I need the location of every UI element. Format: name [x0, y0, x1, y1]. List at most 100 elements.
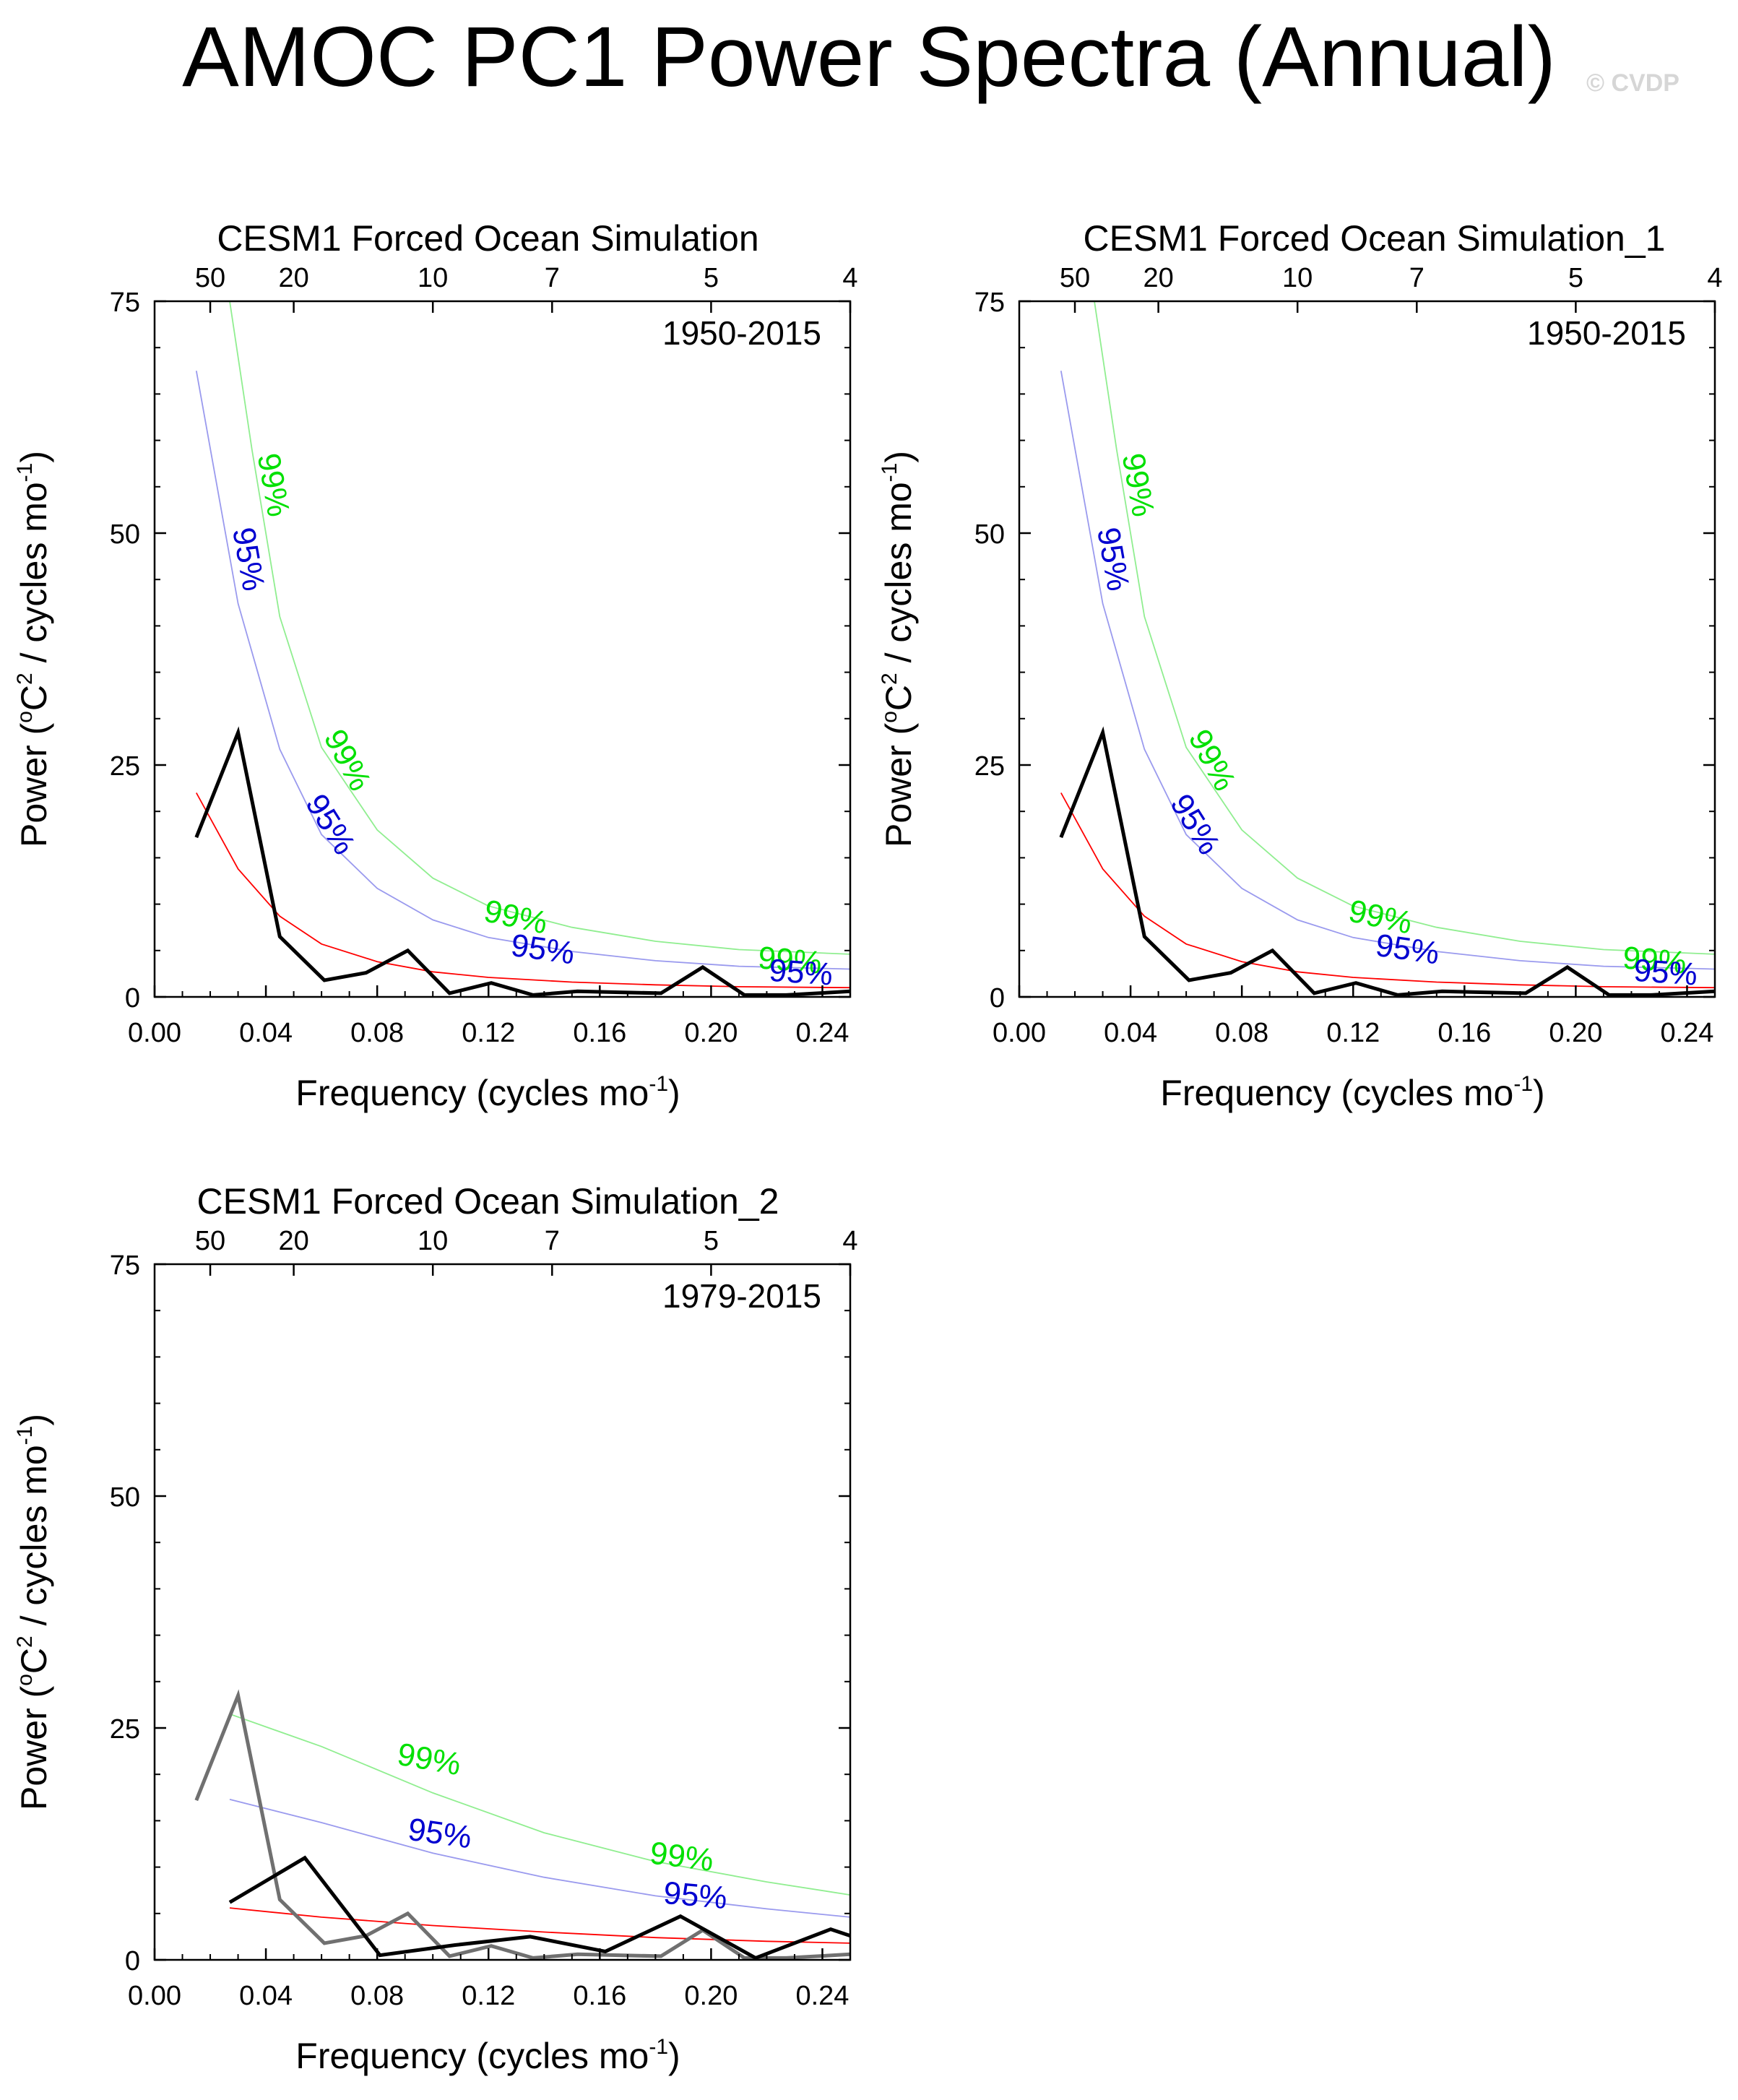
period-label: 1979-2015	[662, 1277, 821, 1315]
y-tick-label: 50	[110, 1482, 140, 1513]
ci95-label: 95%	[1090, 524, 1136, 593]
top-tick-label: 4	[842, 263, 857, 293]
ci95-label: 95%	[298, 788, 362, 861]
ci95-line	[229, 1799, 850, 1918]
spectrum-line	[1059, 726, 1715, 997]
y-tick-label: 75	[110, 1250, 140, 1281]
chart-title: CESM1 Forced Ocean Simulation_2	[197, 1181, 779, 1222]
top-tick-label: 5	[1568, 263, 1583, 293]
x-tick-label: 0.08	[350, 1981, 404, 2011]
ci99-line	[229, 1713, 850, 1896]
y-tick-label: 50	[110, 519, 140, 550]
x-axis-label: Frequency (cycles mo-1)	[295, 1072, 680, 1113]
top-tick-label: 5	[704, 1226, 719, 1256]
plot-frame	[153, 1263, 852, 1961]
top-tick-label: 20	[1143, 263, 1173, 293]
series-group	[194, 301, 850, 997]
x-tick-label: 0.20	[684, 1981, 738, 2011]
x-tick-label: 0.00	[128, 1981, 181, 2011]
y-tick-label: 0	[990, 983, 1005, 1014]
x-tick-label: 0.04	[1104, 1018, 1157, 1048]
x-axis-label: Frequency (cycles mo-1)	[295, 2035, 680, 2076]
ci95-line	[1060, 371, 1715, 970]
top-tick-label: 10	[1282, 263, 1313, 293]
red-noise-line	[1060, 792, 1715, 989]
x-tick-label: 0.16	[573, 1018, 626, 1048]
top-tick-label: 50	[195, 1226, 225, 1256]
x-tick-label: 0.20	[684, 1018, 738, 1048]
y-tick-label: 25	[110, 1714, 140, 1745]
plot-frame	[1018, 300, 1716, 998]
chart-title: CESM1 Forced Ocean Simulation	[217, 218, 758, 259]
top-tick-label: 7	[545, 263, 560, 293]
ci95-label: 95%	[509, 928, 576, 972]
spectrum-line	[228, 1855, 850, 1960]
ci95-label: 95%	[225, 524, 272, 593]
x-tick-label: 0.16	[1437, 1018, 1491, 1048]
top-tick-label: 20	[278, 1226, 308, 1256]
y-axis-label: Power (oC2 / cycles mo-1)	[13, 1414, 54, 1810]
red-noise-line	[196, 792, 850, 989]
series-group	[1059, 301, 1715, 997]
top-tick-label: 4	[1707, 263, 1722, 293]
x-tick-label: 0.08	[1215, 1018, 1268, 1048]
y-tick-label: 25	[110, 751, 140, 782]
ci99-label: 99%	[1622, 940, 1688, 980]
x-tick-label: 0.20	[1549, 1018, 1602, 1048]
top-tick-label: 10	[418, 263, 448, 293]
x-tick-label: 0.12	[462, 1018, 515, 1048]
x-axis-label: Frequency (cycles mo-1)	[1160, 1072, 1544, 1113]
x-tick-label: 0.00	[128, 1018, 181, 1048]
ci99-label: 99%	[394, 1737, 463, 1783]
y-tick-label: 0	[125, 983, 140, 1014]
red-noise-line	[229, 1907, 850, 1944]
x-tick-label: 0.24	[1660, 1018, 1713, 1048]
period-label: 1950-2015	[1527, 314, 1686, 352]
x-tick-label: 0.00	[993, 1018, 1046, 1048]
ci95-label: 95%	[768, 953, 834, 993]
ci95-label: 95%	[1373, 928, 1441, 972]
top-tick-label: 50	[195, 263, 225, 293]
period-label: 1950-2015	[662, 314, 821, 352]
x-tick-label: 0.12	[462, 1981, 515, 2011]
obs-spectrum-line	[194, 1689, 850, 1960]
spectrum-line	[194, 726, 850, 997]
series-group	[194, 1689, 850, 1960]
top-tick-label: 7	[1409, 263, 1424, 293]
ci99-label: 99%	[1182, 724, 1243, 797]
y-tick-label: 75	[974, 288, 1005, 318]
ci99-label: 99%	[757, 940, 823, 980]
ci99-line	[1094, 301, 1715, 955]
y-tick-label: 25	[974, 751, 1005, 782]
ci95-label: 95%	[406, 1812, 474, 1856]
y-tick-label: 0	[125, 1946, 140, 1976]
ci95-label: 95%	[662, 1875, 729, 1916]
ci95-label: 95%	[1633, 953, 1698, 993]
watermark: © CVDP	[1586, 69, 1679, 97]
top-tick-label: 20	[278, 263, 308, 293]
x-tick-label: 0.08	[350, 1018, 404, 1048]
x-tick-label: 0.24	[795, 1018, 849, 1048]
x-tick-label: 0.24	[795, 1981, 849, 2011]
ci99-label: 99%	[317, 724, 379, 797]
ci95-line	[195, 371, 850, 970]
x-tick-label: 0.16	[573, 1981, 626, 2011]
chart-title: CESM1 Forced Ocean Simulation_1	[1084, 218, 1666, 259]
ci99-label: 99%	[1115, 451, 1162, 519]
top-tick-label: 4	[842, 1226, 857, 1256]
top-tick-label: 5	[704, 263, 719, 293]
y-axis-label: Power (oC2 / cycles mo-1)	[878, 451, 919, 847]
top-tick-label: 50	[1060, 263, 1090, 293]
ci99-line	[229, 301, 850, 955]
page-title: AMOC PC1 Power Spectra (Annual)	[182, 9, 1556, 105]
y-tick-label: 50	[974, 519, 1005, 550]
x-tick-label: 0.04	[239, 1018, 293, 1048]
top-tick-label: 7	[545, 1226, 560, 1256]
plot-frame	[153, 300, 852, 998]
ci99-label: 99%	[648, 1836, 715, 1878]
x-tick-label: 0.12	[1326, 1018, 1380, 1048]
x-tick-label: 0.04	[239, 1981, 293, 2011]
